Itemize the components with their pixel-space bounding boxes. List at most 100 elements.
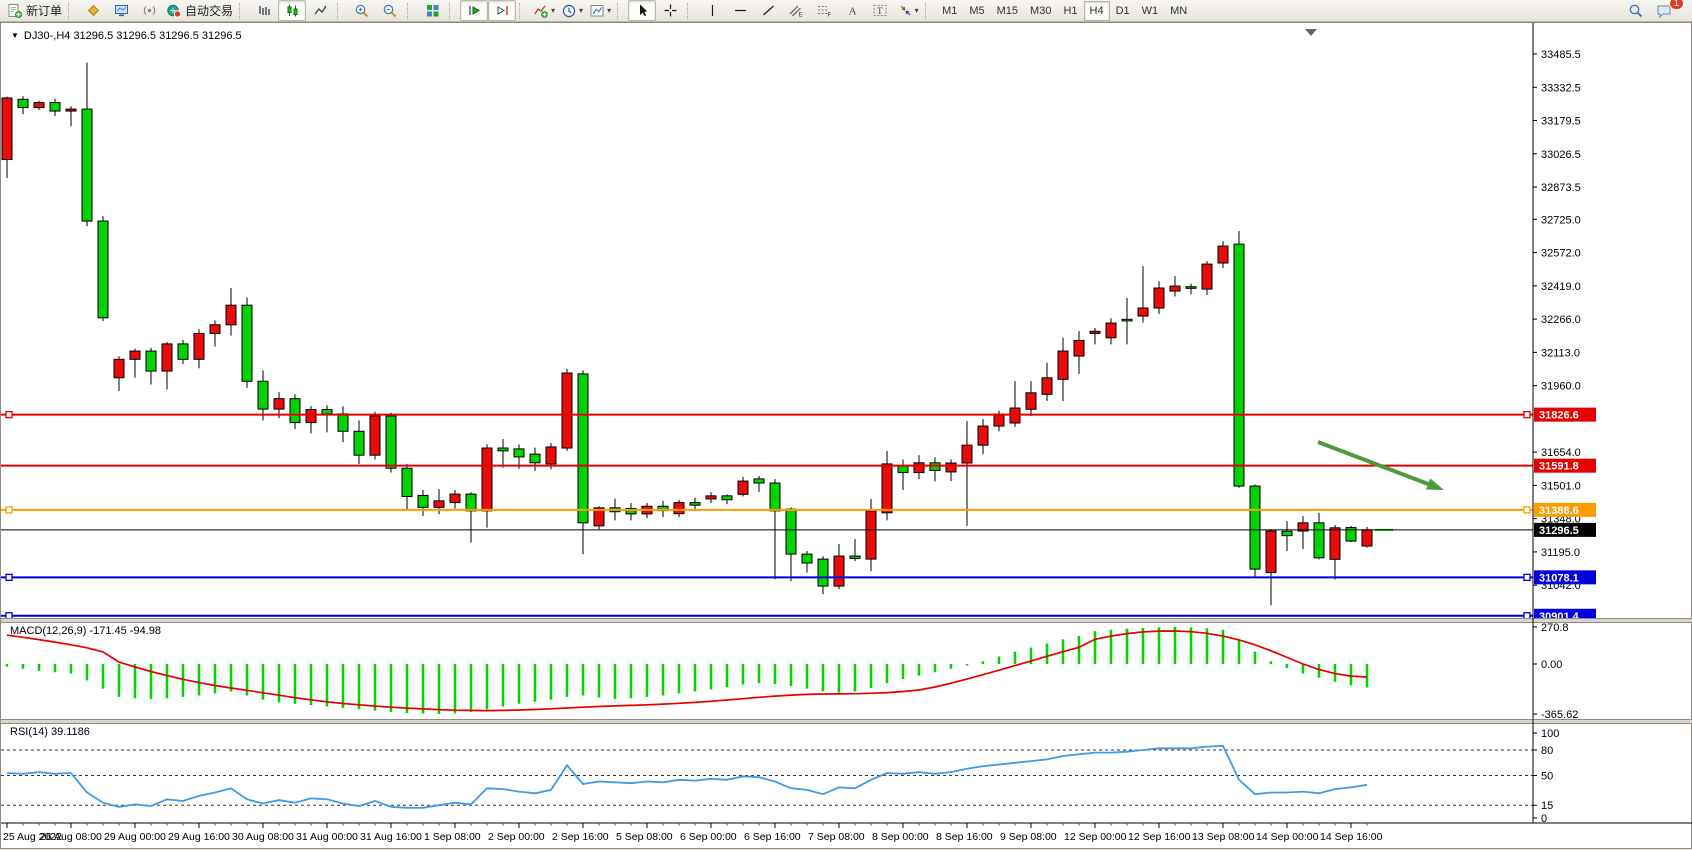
svg-text:0.00: 0.00: [1541, 659, 1562, 671]
time-axis-label: 9 Sep 08:00: [1000, 831, 1057, 843]
indicators-button[interactable]: ▾: [530, 0, 558, 21]
time-axis-label: 8 Sep 16:00: [936, 831, 993, 843]
svg-text:31195.0: 31195.0: [1541, 547, 1580, 559]
svg-text:-365.62: -365.62: [1541, 709, 1578, 721]
text-button[interactable]: A: [838, 0, 866, 21]
signals-button[interactable]: [135, 0, 163, 21]
auto-scroll-icon: [467, 3, 482, 18]
separator: [68, 2, 76, 19]
svg-text:15: 15: [1541, 800, 1553, 812]
timeframe-w1[interactable]: W1: [1141, 4, 1159, 17]
timeframe-d1[interactable]: D1: [1115, 4, 1130, 17]
rsi-indicator-label: RSI(14) 39.1186: [10, 726, 90, 738]
trend-arrow-annotation: [1317, 440, 1444, 490]
time-axis-label: 29 Aug 16:00: [168, 831, 230, 843]
time-axis-label: 2 Sep 00:00: [488, 831, 545, 843]
candlestick-chart-button[interactable]: [278, 0, 307, 21]
text-label-icon: T: [872, 3, 888, 18]
dropdown-caret-icon: ▾: [579, 6, 584, 15]
periods-button[interactable]: ▾: [558, 0, 586, 21]
svg-text:33485.5: 33485.5: [1541, 49, 1581, 61]
time-axis-label: 26 Aug 08:00: [40, 831, 102, 843]
svg-text:32113.0: 32113.0: [1541, 347, 1580, 359]
symbol-dropdown-icon[interactable]: ▼: [11, 31, 19, 40]
templates-button[interactable]: ▾: [586, 0, 614, 21]
time-axis-label: 31 Aug 00:00: [296, 831, 358, 843]
timeframe-h1[interactable]: H1: [1063, 4, 1078, 17]
text-label-button[interactable]: T: [866, 0, 894, 21]
trendline-icon: [761, 3, 776, 18]
zoom-in-icon: [354, 3, 370, 19]
time-axis-label: 7 Sep 08:00: [808, 831, 865, 843]
timeframe-m1[interactable]: M1: [942, 4, 958, 17]
svg-text:31501.0: 31501.0: [1541, 480, 1581, 492]
vertical-line-button[interactable]: [698, 0, 726, 21]
crosshair-icon: [663, 3, 678, 18]
search-button[interactable]: [1622, 0, 1650, 21]
svg-text:32266.0: 32266.0: [1541, 314, 1581, 326]
indicators-icon: [533, 3, 549, 19]
svg-text:31654.0: 31654.0: [1541, 447, 1581, 459]
time-axis-label: 29 Aug 00:00: [104, 831, 166, 843]
line-chart-icon: [313, 3, 328, 18]
autotrading-icon: [166, 3, 182, 19]
horizontal-line-button[interactable]: [726, 0, 754, 21]
zoom-out-button[interactable]: [376, 0, 404, 21]
terminal-icon: [114, 3, 129, 18]
search-icon: [1628, 3, 1644, 19]
macd-indicator-label: MACD(12,26,9) -171.45 -94.98: [10, 625, 162, 637]
auto-scroll-button[interactable]: [460, 0, 489, 21]
cursor-icon: [635, 3, 650, 18]
zoom-in-button[interactable]: [348, 0, 376, 21]
timeframe-m15[interactable]: M15: [996, 4, 1019, 17]
arrows-button[interactable]: ▾: [894, 0, 922, 21]
separator: [449, 2, 457, 19]
tile-windows-button[interactable]: [418, 0, 446, 21]
svg-text:31296.5: 31296.5: [1539, 525, 1579, 537]
timeframe-m5[interactable]: M5: [969, 4, 985, 17]
fibonacci-icon: F: [816, 3, 832, 18]
clock-icon: [561, 3, 577, 19]
crosshair-button[interactable]: [656, 0, 684, 21]
notifications-button[interactable]: 1: [1650, 0, 1684, 21]
separator: [407, 2, 415, 19]
time-axis-label: 8 Sep 00:00: [872, 831, 929, 843]
timeframe-m30[interactable]: M30: [1030, 4, 1052, 17]
autotrading-button[interactable]: 自动交易: [163, 0, 236, 21]
timeframe-mn[interactable]: MN: [1170, 4, 1188, 17]
time-axis-label: 12 Sep 16:00: [1128, 831, 1191, 843]
cursor-button[interactable]: [628, 0, 657, 21]
autotrading-label: 自动交易: [185, 4, 234, 18]
time-axis: [6, 823, 1368, 828]
time-axis-label: 30 Aug 08:00: [232, 831, 294, 843]
svg-text:31591.8: 31591.8: [1539, 461, 1579, 473]
terminal-button[interactable]: [107, 0, 135, 21]
chart-window[interactable]: 33485.5 33332.5 33179.5 33026.5 32873.5 32725…: [0, 22, 1692, 849]
time-axis-label: 13 Sep 08:00: [1192, 831, 1255, 843]
candlestick-chart-icon: [285, 3, 300, 18]
line-chart-button[interactable]: [306, 0, 334, 21]
bar-chart-icon: [257, 3, 272, 18]
bar-chart-button[interactable]: [250, 0, 278, 21]
chart-shift-button[interactable]: [488, 0, 517, 21]
chart-shift-marker: [1305, 29, 1317, 36]
svg-text:A: A: [848, 6, 856, 18]
chart-canvas[interactable]: 33485.5 33332.5 33179.5 33026.5 32873.5 32725…: [1, 23, 1692, 850]
zoom-out-icon: [382, 3, 398, 19]
metaeditor-button[interactable]: [79, 0, 107, 21]
svg-text:31388.6: 31388.6: [1539, 505, 1579, 517]
separator: [239, 2, 247, 19]
separator: [337, 2, 345, 19]
time-axis-label: 25 Aug 2022: [3, 831, 62, 843]
trendline-button[interactable]: [754, 0, 782, 21]
timeframe-h4[interactable]: H4: [1083, 0, 1110, 21]
fibonacci-button[interactable]: F: [810, 0, 838, 21]
dropdown-caret-icon: ▾: [607, 6, 612, 15]
new-order-label: 新订单: [26, 4, 63, 18]
templates-icon: [589, 3, 605, 19]
equidistant-channel-button[interactable]: E: [782, 0, 810, 21]
price-levels-layer: [1, 410, 1533, 620]
svg-text:31826.6: 31826.6: [1539, 410, 1579, 422]
new-order-button[interactable]: 新订单: [4, 0, 65, 21]
svg-text:100: 100: [1541, 728, 1559, 740]
